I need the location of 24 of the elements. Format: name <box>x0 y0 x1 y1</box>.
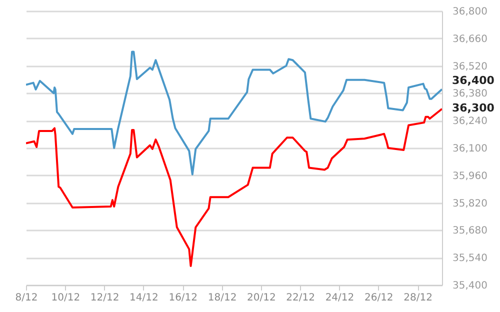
y-tick-label: 35,680 <box>452 226 488 237</box>
x-tick-label: 24/12 <box>325 292 354 304</box>
x-tick-label: 10/12 <box>51 292 80 304</box>
y-tick-label: 35,820 <box>452 198 488 210</box>
x-tick-label: 12/12 <box>90 292 120 304</box>
y-tick-label: 35,540 <box>452 253 488 264</box>
annotation: 36,300 <box>452 102 495 115</box>
y-tick-label: 36,800 <box>452 6 488 18</box>
y-tick-label: 35,400 <box>452 280 488 292</box>
y-tick-label: 36,380 <box>452 88 488 100</box>
x-tick-label: 20/12 <box>247 292 276 304</box>
x-tick-label: 18/12 <box>208 292 237 304</box>
y-tick-label: 36,520 <box>452 61 488 72</box>
y-tick-label: 36,240 <box>452 116 488 128</box>
x-tick-label: 28/12 <box>404 292 432 304</box>
x-tick-label: 16/12 <box>168 292 198 304</box>
x-tick-label: 8/12 <box>15 292 38 304</box>
y-tick-label: 36,100 <box>452 144 488 154</box>
y-tick-label: 36,660 <box>452 34 488 45</box>
y-tick-label: 35,960 <box>452 170 488 182</box>
x-tick-label: 26/12 <box>364 292 394 304</box>
x-tick-label: 22/12 <box>286 292 315 304</box>
x-tick-label: 14/12 <box>130 292 158 304</box>
annotation: 36,400 <box>452 74 495 88</box>
